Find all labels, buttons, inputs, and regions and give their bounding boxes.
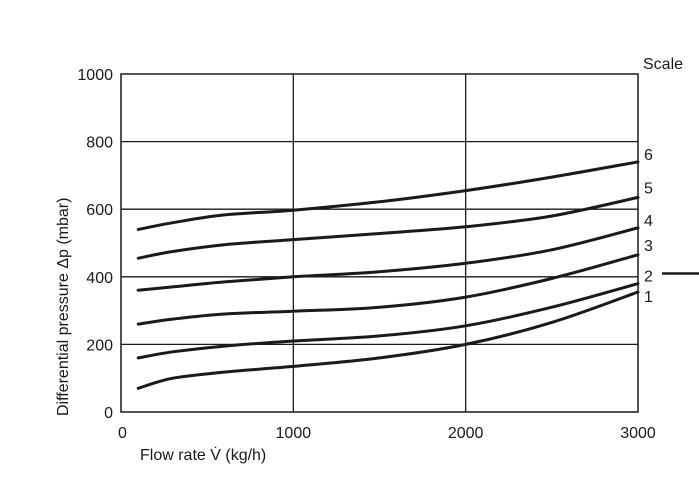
series-line-2 [136, 282, 640, 360]
y-tick-label-200: 200 [86, 337, 113, 354]
y-tick-label-1000: 1000 [77, 67, 113, 84]
y-tick-label-600: 600 [86, 202, 113, 219]
series-label-2: 2 [644, 269, 653, 286]
series-line-3 [136, 253, 640, 326]
x-tick-label-3000: 3000 [620, 425, 656, 442]
x-tick-label-2000: 2000 [448, 425, 484, 442]
plot-frame [120, 73, 639, 413]
series-line-5 [136, 195, 640, 260]
series-line-4 [136, 226, 640, 292]
series-label-1: 1 [644, 289, 653, 306]
series-label-4: 4 [644, 213, 653, 230]
x-tick-label-1000: 1000 [276, 425, 312, 442]
series-label-5: 5 [644, 180, 653, 197]
x-tick-label-0: 0 [118, 425, 127, 442]
plot-border [120, 73, 639, 413]
label-layer: 0 200 400 600 800 1000 0 1000 2000 3000 1 2 3 4 5 6 [77, 67, 699, 442]
series-line-1 [136, 290, 640, 390]
y-tick-label-400: 400 [86, 270, 113, 287]
grid-layer [121, 74, 638, 412]
x-axis-label: Flow rate V̇ (kg/h) [140, 446, 266, 464]
y-tick-label-800: 800 [86, 135, 113, 152]
y-tick-label-0: 0 [104, 405, 113, 422]
scale-heading: Scale [643, 56, 683, 73]
series-layer [136, 160, 640, 390]
y-axis-label: Differential pressure Δp (mbar) [55, 198, 72, 416]
series-label-3: 3 [644, 238, 653, 255]
series-line-6 [136, 160, 640, 231]
series-label-6: 6 [644, 147, 653, 164]
